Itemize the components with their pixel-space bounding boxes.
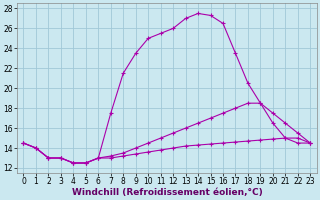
X-axis label: Windchill (Refroidissement éolien,°C): Windchill (Refroidissement éolien,°C) [72,188,262,197]
